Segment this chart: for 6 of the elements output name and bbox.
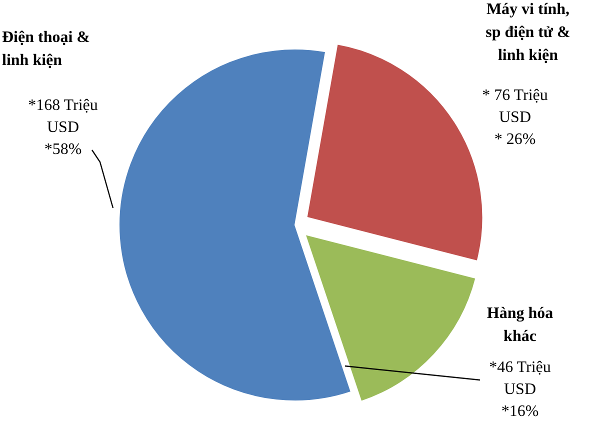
data-label: *46 Triệu USD *16% [489,359,551,420]
data-label: * 76 Triệu USD * 26% [482,87,548,148]
slice-label: Máy vi tính, sp điện tử & linh kiện [486,1,570,64]
data-label: *168 Triệu USD *58% [28,97,98,158]
slice-label: Hàng hóa khác [486,305,554,345]
slice-label: Điện thoại & linh kiện [2,29,90,69]
